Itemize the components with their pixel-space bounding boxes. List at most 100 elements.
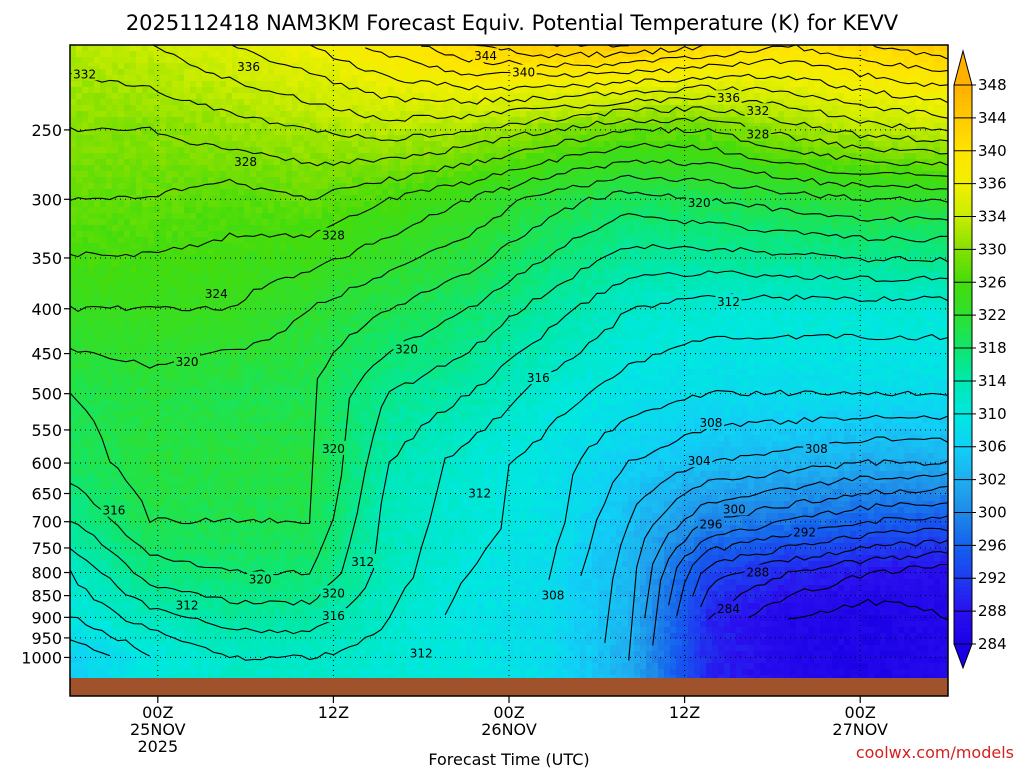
colorbar-segment — [954, 508, 972, 514]
contour-label: 284 — [717, 602, 740, 616]
colorbar-segment — [954, 167, 972, 172]
colorbar-segment — [954, 582, 972, 588]
colorbar-segment — [954, 204, 972, 209]
contour-label-bg — [744, 103, 771, 118]
colorbar-segment — [954, 446, 972, 452]
x-tick-label: 00Z — [845, 703, 876, 722]
chart-title: 2025112418 NAM3KM Forecast Equiv. Potent… — [126, 11, 899, 35]
colorbar-segment — [954, 315, 972, 320]
colorbar-segment — [954, 598, 972, 604]
contour-label: 320 — [688, 196, 711, 210]
colorbar-tick-label: 340 — [978, 142, 1007, 160]
y-tick-label: 1000 — [21, 648, 62, 667]
colorbar-bottom-arrow — [953, 643, 973, 670]
colorbar-segment — [954, 413, 972, 419]
colorbar-segment — [954, 200, 972, 205]
x-tick-label: 00Z — [142, 703, 173, 722]
colorbar-segment — [954, 302, 972, 308]
contour-label: 320 — [249, 573, 272, 587]
contour-label-bg — [173, 597, 201, 612]
contour-label-bg — [408, 645, 435, 660]
y-tick-label: 650 — [31, 485, 62, 504]
contour-label-bg — [320, 608, 347, 623]
colorbar-segment — [954, 590, 972, 596]
colorbar-segment — [954, 163, 972, 168]
x-tick-label: 00Z — [493, 703, 524, 722]
colorbar-segment — [954, 294, 972, 300]
colorbar-segment — [954, 570, 972, 575]
colorbar-segment — [954, 105, 972, 111]
contour-label-bg — [100, 502, 127, 517]
colorbar-tick-label: 310 — [978, 405, 1007, 423]
contour-label-bg — [320, 440, 347, 455]
colorbar-segment — [954, 463, 972, 468]
colorbar-segment — [954, 471, 972, 477]
theta-e-field — [70, 45, 948, 678]
contour-label: 320 — [322, 586, 345, 600]
colorbar-segment — [954, 187, 972, 193]
contour-label: 308 — [805, 442, 828, 456]
colorbar-segment — [954, 327, 972, 333]
contour-284 — [788, 598, 948, 621]
colorbar-top-arrow — [953, 49, 973, 86]
contour-322 — [70, 174, 948, 369]
colorbar-tick-label: 344 — [978, 109, 1007, 127]
y-tick-label: 250 — [31, 121, 62, 140]
contour-label-bg — [715, 600, 742, 615]
colorbar-segment — [954, 409, 972, 415]
colorbar-segment — [954, 385, 972, 390]
ground-surface — [70, 678, 948, 696]
contour-lines — [70, 45, 948, 661]
colorbar-segment — [954, 253, 972, 259]
colorbar-segment — [954, 619, 972, 625]
colorbar-segment — [954, 438, 972, 444]
contour-label: 332 — [73, 67, 96, 81]
contour-label-bg — [71, 66, 98, 81]
contour-label: 312 — [351, 555, 374, 569]
contour-label-bg — [721, 501, 748, 516]
x-tick-label: 25NOV — [130, 720, 186, 739]
y-tick-label: 950 — [31, 629, 62, 648]
contour-label: 332 — [746, 104, 769, 118]
colorbar-tick-label: 300 — [978, 503, 1007, 521]
contour-310 — [70, 333, 948, 657]
y-axis: 250 300 350 400 450 500 550 600 650 700 750 800 850 9… — [21, 121, 70, 667]
contour-label: 336 — [717, 91, 740, 105]
colorbar-segment — [954, 372, 972, 378]
colorbar-segment — [954, 500, 972, 505]
colorbar-segment — [954, 249, 972, 255]
colorbar-segment — [954, 553, 972, 559]
contour-label-bg — [235, 59, 262, 74]
colorbar-segment — [954, 241, 972, 246]
colorbar-segment — [954, 504, 972, 509]
colorbar-segment — [954, 191, 972, 197]
contour-320 — [70, 190, 948, 525]
colorbar-segment — [954, 491, 972, 497]
colorbar-segment — [954, 578, 972, 583]
colorbar-segment — [954, 109, 972, 115]
colorbar-segment — [954, 516, 972, 522]
contour-label: 344 — [474, 49, 497, 63]
contour-label: 336 — [237, 60, 260, 74]
y-tick-label: 400 — [31, 300, 62, 319]
contour-label: 308 — [699, 416, 722, 430]
colorbar-segment — [954, 475, 972, 481]
contour-340 — [365, 47, 948, 87]
colorbar-tick-label: 306 — [978, 438, 1007, 456]
colorbar-segment — [954, 101, 972, 107]
colorbar-segment — [954, 237, 972, 242]
colorbar-segment — [954, 195, 972, 201]
contour-label-bg — [320, 585, 347, 600]
colorbar-segment — [954, 607, 972, 612]
colorbar-segment — [954, 154, 972, 160]
contour-288 — [708, 551, 948, 620]
y-tick-label: 350 — [31, 249, 62, 268]
colorbar-segment — [954, 393, 972, 398]
colorbar-segment — [954, 265, 972, 271]
contour-label: 316 — [322, 609, 345, 623]
contour-290 — [700, 539, 948, 608]
colorbar-segment — [954, 171, 972, 177]
y-tick-label: 800 — [31, 564, 62, 583]
colorbar-segment — [954, 113, 972, 119]
